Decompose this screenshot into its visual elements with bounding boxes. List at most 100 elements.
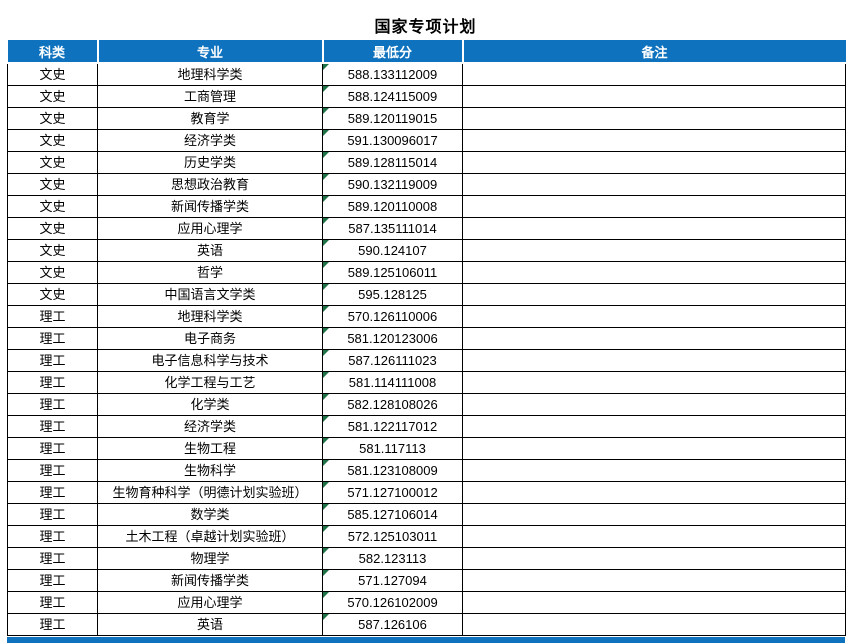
major-cell[interactable]: 生物工程 <box>97 437 323 460</box>
remark-cell[interactable] <box>462 217 846 240</box>
category-cell[interactable]: 理工 <box>7 547 98 570</box>
category-cell[interactable]: 理工 <box>7 569 98 592</box>
min-score-cell[interactable]: 582.128108026 <box>322 393 463 416</box>
category-cell[interactable]: 理工 <box>7 481 98 504</box>
category-cell[interactable]: 理工 <box>7 371 98 394</box>
category-cell[interactable]: 理工 <box>7 613 98 636</box>
category-cell[interactable]: 理工 <box>7 459 98 482</box>
category-cell[interactable]: 理工 <box>7 349 98 372</box>
category-cell[interactable]: 理工 <box>7 525 98 548</box>
category-cell[interactable]: 文史 <box>7 195 98 218</box>
remark-cell[interactable] <box>462 261 846 284</box>
remark-cell[interactable] <box>462 305 846 328</box>
min-score-cell[interactable]: 589.128115014 <box>322 151 463 174</box>
major-cell[interactable]: 工商管理 <box>97 85 323 108</box>
category-cell[interactable]: 文史 <box>7 62 98 86</box>
min-score-cell[interactable]: 585.127106014 <box>322 503 463 526</box>
remark-cell[interactable] <box>462 371 846 394</box>
min-score-cell[interactable]: 590.124107 <box>322 239 463 262</box>
major-cell[interactable]: 新闻传播学类 <box>97 195 323 218</box>
min-score-cell[interactable]: 570.126110006 <box>322 305 463 328</box>
min-score-cell[interactable]: 587.126106 <box>322 613 463 636</box>
min-score-cell[interactable]: 588.124115009 <box>322 85 463 108</box>
category-cell[interactable]: 文史 <box>7 85 98 108</box>
category-cell[interactable]: 理工 <box>7 305 98 328</box>
major-cell[interactable]: 生物科学 <box>97 459 323 482</box>
major-cell[interactable]: 应用心理学 <box>97 591 323 614</box>
remark-cell[interactable] <box>462 591 846 614</box>
category-cell[interactable]: 文史 <box>7 261 98 284</box>
category-cell[interactable]: 理工 <box>7 415 98 438</box>
major-cell[interactable]: 经济学类 <box>97 129 323 152</box>
remark-cell[interactable] <box>462 415 846 438</box>
remark-cell[interactable] <box>462 613 846 636</box>
remark-cell[interactable] <box>462 349 846 372</box>
remark-cell[interactable] <box>462 481 846 504</box>
major-cell[interactable]: 电子商务 <box>97 327 323 350</box>
remark-cell[interactable] <box>462 437 846 460</box>
remark-cell[interactable] <box>462 503 846 526</box>
min-score-cell[interactable]: 590.132119009 <box>322 173 463 196</box>
header-cell-major[interactable]: 专业 <box>96 40 324 64</box>
major-cell[interactable]: 思想政治教育 <box>97 173 323 196</box>
major-cell[interactable]: 哲学 <box>97 261 323 284</box>
category-cell[interactable]: 文史 <box>7 239 98 262</box>
remark-cell[interactable] <box>462 129 846 152</box>
major-cell[interactable]: 电子信息科学与技术 <box>97 349 323 372</box>
category-cell[interactable]: 理工 <box>7 503 98 526</box>
major-cell[interactable]: 英语 <box>97 239 323 262</box>
remark-cell[interactable] <box>462 62 846 86</box>
min-score-cell[interactable]: 589.120119015 <box>322 107 463 130</box>
remark-cell[interactable] <box>462 85 846 108</box>
remark-cell[interactable] <box>462 547 846 570</box>
min-score-cell[interactable]: 587.126111023 <box>322 349 463 372</box>
major-cell[interactable]: 英语 <box>97 613 323 636</box>
min-score-cell[interactable]: 581.120123006 <box>322 327 463 350</box>
remark-cell[interactable] <box>462 393 846 416</box>
min-score-cell[interactable]: 589.120110008 <box>322 195 463 218</box>
remark-cell[interactable] <box>462 107 846 130</box>
remark-cell[interactable] <box>462 569 846 592</box>
min-score-cell[interactable]: 572.125103011 <box>322 525 463 548</box>
category-cell[interactable]: 文史 <box>7 283 98 306</box>
min-score-cell[interactable]: 581.114111008 <box>322 371 463 394</box>
min-score-cell[interactable]: 589.125106011 <box>322 261 463 284</box>
category-cell[interactable]: 文史 <box>7 129 98 152</box>
remark-cell[interactable] <box>462 151 846 174</box>
header-cell-category[interactable]: 科类 <box>7 40 99 64</box>
major-cell[interactable]: 中国语言文学类 <box>97 283 323 306</box>
min-score-cell[interactable]: 595.128125 <box>322 283 463 306</box>
category-cell[interactable]: 文史 <box>7 217 98 240</box>
major-cell[interactable]: 数学类 <box>97 503 323 526</box>
category-cell[interactable]: 理工 <box>7 393 98 416</box>
category-cell[interactable]: 理工 <box>7 327 98 350</box>
remark-cell[interactable] <box>462 173 846 196</box>
min-score-cell[interactable]: 571.127100012 <box>322 481 463 504</box>
category-cell[interactable]: 文史 <box>7 173 98 196</box>
min-score-cell[interactable]: 581.122117012 <box>322 415 463 438</box>
header-cell-minscore[interactable]: 最低分 <box>321 40 464 64</box>
major-cell[interactable]: 新闻传播学类 <box>97 569 323 592</box>
remark-cell[interactable] <box>462 459 846 482</box>
category-cell[interactable]: 文史 <box>7 107 98 130</box>
major-cell[interactable]: 化学工程与工艺 <box>97 371 323 394</box>
header-cell-remark[interactable]: 备注 <box>461 40 846 64</box>
category-cell[interactable]: 文史 <box>7 151 98 174</box>
major-cell[interactable]: 化学类 <box>97 393 323 416</box>
min-score-cell[interactable]: 588.133112009 <box>322 62 463 86</box>
remark-cell[interactable] <box>462 195 846 218</box>
category-cell[interactable]: 理工 <box>7 591 98 614</box>
min-score-cell[interactable]: 581.117113 <box>322 437 463 460</box>
major-cell[interactable]: 土木工程（卓越计划实验班） <box>97 525 323 548</box>
major-cell[interactable]: 生物育种科学（明德计划实验班） <box>97 481 323 504</box>
category-cell[interactable]: 理工 <box>7 437 98 460</box>
remark-cell[interactable] <box>462 283 846 306</box>
major-cell[interactable]: 物理学 <box>97 547 323 570</box>
remark-cell[interactable] <box>462 239 846 262</box>
min-score-cell[interactable]: 582.123113 <box>322 547 463 570</box>
remark-cell[interactable] <box>462 525 846 548</box>
min-score-cell[interactable]: 587.135111014 <box>322 217 463 240</box>
min-score-cell[interactable]: 570.126102009 <box>322 591 463 614</box>
major-cell[interactable]: 历史学类 <box>97 151 323 174</box>
major-cell[interactable]: 地理科学类 <box>97 62 323 86</box>
